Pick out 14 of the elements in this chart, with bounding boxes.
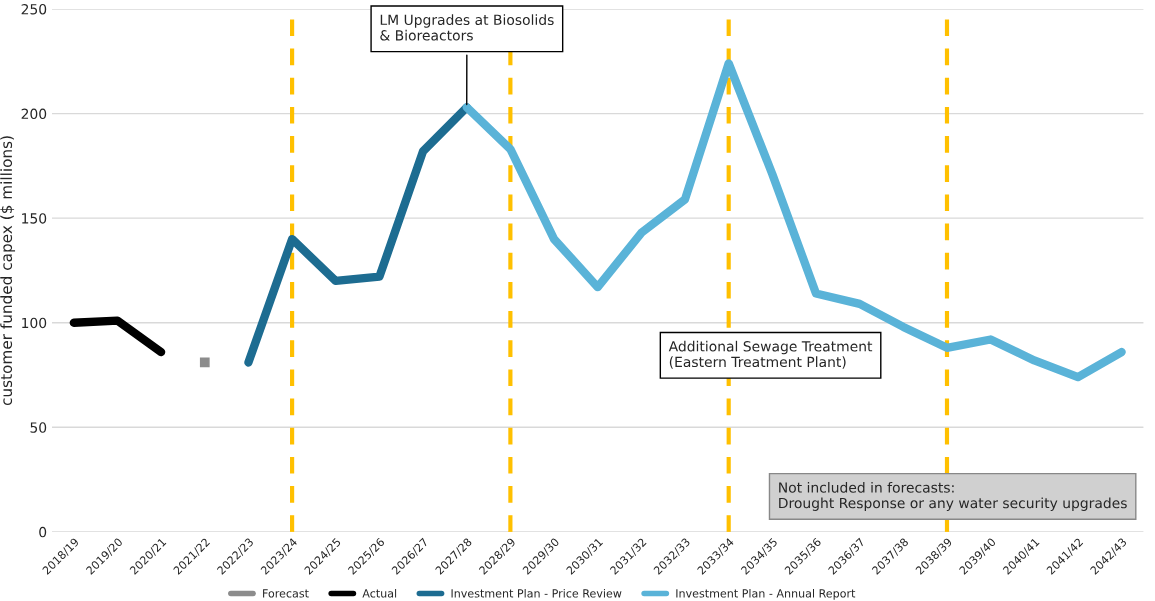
annotation: LM Upgrades at Biosolids & Bioreactors (380, 14, 554, 41)
y-tick-label: 150 (22, 213, 47, 224)
legend-label: Investment Plan - Annual Report (676, 588, 856, 600)
y-tick-label: 250 (21, 3, 47, 15)
legend-label: Actual (362, 588, 397, 598)
y-tick-label: 50 (30, 422, 47, 433)
annotation: Not included in forecasts: Drought Response or any water security upgrades (779, 481, 1127, 511)
y-tick-label: 100 (22, 317, 47, 329)
y-tick-label: 200 (21, 108, 47, 120)
legend-label: Investment Plan - Price Review (451, 588, 622, 598)
y-axis-title: customer funded capex ($ millions) (0, 136, 16, 406)
legend-label: Forecast (263, 589, 309, 598)
annotation: Additional Sewage Treatment (Eastern Treatment Plant) (668, 340, 873, 369)
y-tick-label: 0 (39, 526, 47, 538)
